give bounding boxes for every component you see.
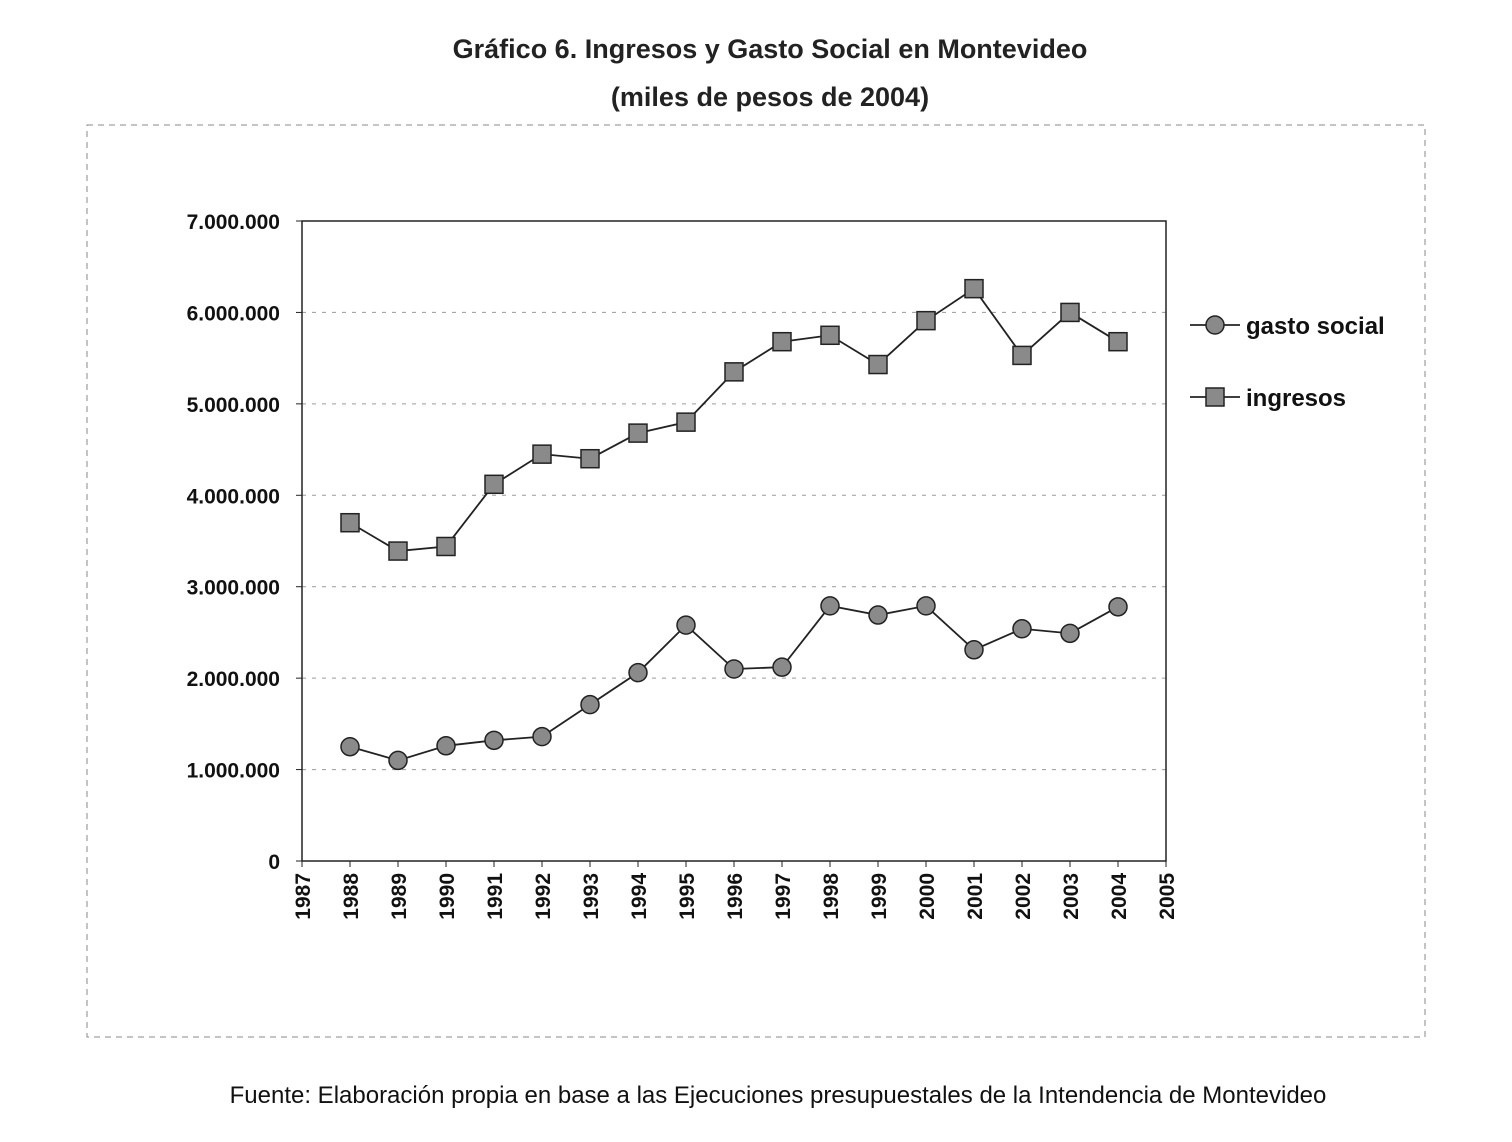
data-point-ingresos [964,278,984,299]
data-point-gasto-social [868,605,888,625]
chart-subtitle: (miles de pesos de 2004) [611,82,929,112]
data-point-ingresos [388,541,408,561]
data-point-ingresos [868,354,888,375]
data-point-gasto-social [340,736,360,757]
y-tick-label: 3.000.000 [187,577,280,600]
x-tick-label: 2003 [1060,873,1083,920]
x-tick-label: 2004 [1108,873,1131,920]
data-point-gasto-social [532,726,552,747]
x-tick-label: 1995 [676,873,699,920]
data-point-gasto-social [436,736,456,756]
legend-marker-gasto-social [1205,315,1225,335]
data-point-ingresos [532,444,552,464]
x-tick-label: 1987 [292,873,315,920]
x-tick-label: 1990 [436,873,459,920]
data-point-gasto-social [580,694,600,715]
y-tick-label: 6.000.000 [187,302,280,325]
data-point-gasto-social [772,657,792,677]
series-line-gasto-social [349,604,1119,762]
data-point-ingresos [628,423,648,443]
data-point-ingresos [1108,331,1128,352]
y-tick-label: 4.000.000 [187,485,280,508]
x-tick-label: 1988 [340,873,363,920]
x-tick-label: 2001 [964,873,987,920]
x-tick-label: 2002 [1012,873,1035,920]
y-tick-label: 5.000.000 [187,394,280,417]
data-point-gasto-social [1108,597,1128,617]
legend-label-gasto-social: gasto social [1246,313,1385,340]
x-tick-label: 1991 [484,873,507,920]
data-point-ingresos [1012,345,1032,366]
data-point-gasto-social [820,596,840,616]
data-point-ingresos [724,362,744,382]
legend-label-ingresos: ingresos [1246,385,1346,412]
data-point-gasto-social [628,662,648,683]
x-tick-label: 1999 [868,873,891,920]
data-point-ingresos [676,412,696,432]
y-tick-label: 2.000.000 [187,668,280,691]
data-point-gasto-social [964,640,984,660]
data-point-gasto-social [1012,619,1032,639]
chart-frame [86,124,1426,1038]
x-tick-label: 1996 [724,873,747,920]
x-tick-label: 1997 [772,873,795,920]
data-point-gasto-social [676,615,696,635]
series-line-ingresos [349,287,1119,552]
data-point-gasto-social [724,659,744,679]
x-tick-label: 1994 [628,873,651,920]
data-point-ingresos [580,448,600,469]
x-tick-label: 1992 [532,873,555,920]
x-tick-label: 2000 [916,873,939,920]
x-tick-label: 1993 [580,873,603,920]
data-point-gasto-social [916,596,936,616]
legend-marker-ingresos [1205,387,1225,407]
data-point-ingresos [436,536,456,557]
y-tick-label: 0 [268,851,280,874]
data-point-gasto-social [484,730,504,751]
source-note: Fuente: Elaboración propia en base a las… [230,1082,1327,1109]
chart-title: Gráfico 6. Ingresos y Gasto Social en Mo… [453,34,1088,64]
x-tick-label: 2005 [1156,873,1179,920]
data-point-ingresos [772,331,792,352]
data-point-ingresos [916,310,936,331]
x-tick-label: 1989 [388,873,411,920]
plot-area [301,220,1167,862]
x-tick-label: 1998 [820,873,843,920]
data-point-gasto-social [388,750,408,771]
data-point-ingresos [340,512,360,533]
data-point-ingresos [1060,302,1080,323]
data-point-gasto-social [1060,623,1080,644]
data-point-ingresos [484,474,504,495]
y-tick-label: 7.000.000 [187,211,280,234]
y-tick-label: 1.000.000 [187,760,280,783]
data-point-ingresos [820,325,840,346]
